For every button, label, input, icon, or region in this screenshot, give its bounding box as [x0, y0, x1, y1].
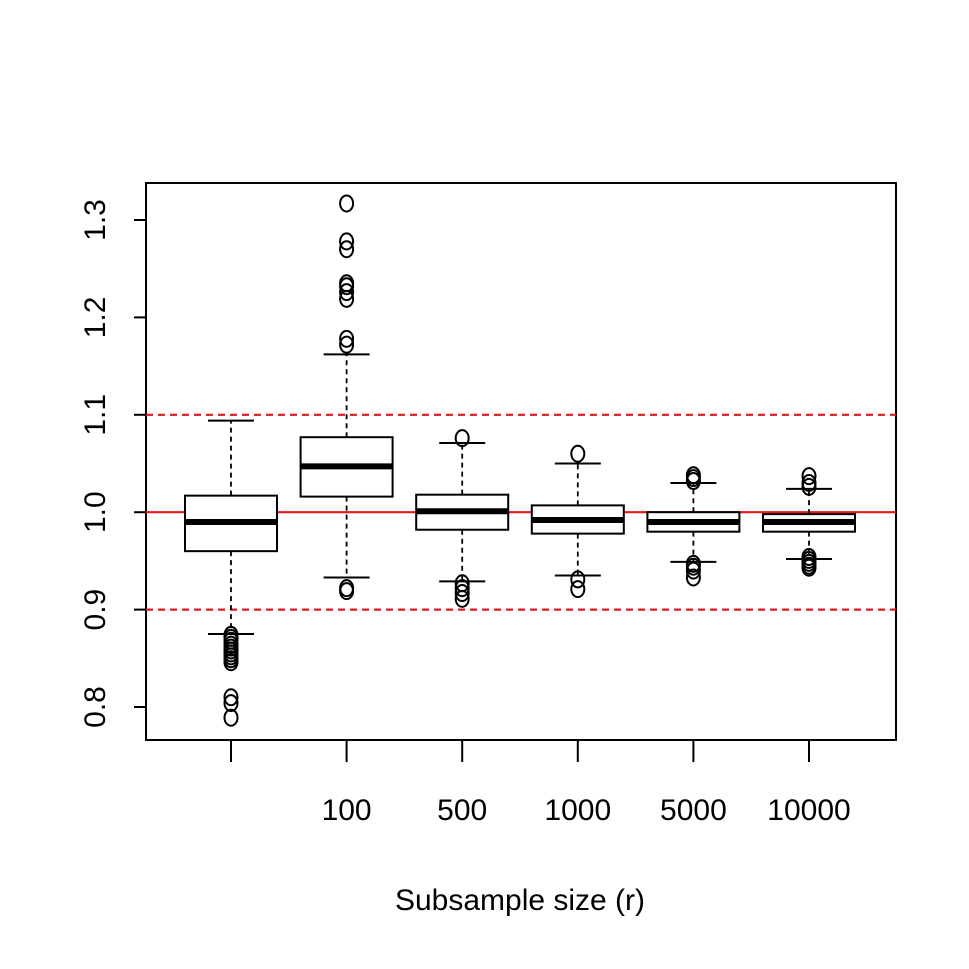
x-tick-label: 5000	[660, 794, 727, 827]
outlier-point	[339, 283, 355, 302]
y-tick-label: 0.8	[79, 686, 112, 728]
outlier-point	[223, 653, 239, 672]
outlier-point	[801, 558, 817, 577]
y-tick-label: 1.3	[79, 199, 112, 241]
outlier-point	[685, 561, 701, 580]
outlier-point	[454, 429, 470, 448]
y-axis: 0.8 0.9 1.0 1.1 1.2 1.3	[79, 199, 146, 728]
x-axis-title: Subsample size (r)	[395, 884, 645, 917]
y-tick-label: 1.1	[79, 394, 112, 436]
outlier-point	[339, 329, 355, 348]
y-tick-label: 0.9	[79, 589, 112, 631]
outlier-point	[454, 584, 470, 603]
outlier-point	[801, 473, 817, 492]
outlier-point	[223, 694, 239, 713]
y-tick-label: 1.0	[79, 491, 112, 533]
y-tick-label: 1.2	[79, 297, 112, 339]
outlier-point	[454, 579, 470, 598]
box-group	[184, 194, 856, 727]
box-4	[530, 444, 625, 599]
x-tick-label: 1000	[544, 794, 611, 827]
x-axis: 100 500 1000 5000 10000	[230, 740, 851, 827]
x-tick-label: 100	[322, 794, 372, 827]
x-tick-label: 10000	[767, 794, 850, 827]
outlier-point	[339, 194, 355, 213]
outlier-point	[339, 582, 355, 601]
outlier-point	[339, 232, 355, 251]
outlier-point	[570, 444, 586, 463]
outlier-point	[223, 688, 239, 707]
box-3	[415, 429, 510, 608]
outlier-point	[339, 274, 355, 293]
box-2	[299, 194, 394, 601]
plot-area	[145, 182, 897, 741]
outlier-point	[801, 467, 817, 486]
outlier-point	[339, 335, 355, 354]
box-1	[184, 419, 278, 727]
outlier-point	[570, 570, 586, 589]
outlier-point	[685, 466, 701, 485]
outlier-point	[223, 708, 239, 727]
outlier-point	[570, 580, 586, 599]
x-tick-label: 500	[437, 794, 487, 827]
box-5	[646, 466, 741, 587]
outlier-point	[454, 589, 470, 608]
outlier-point	[685, 568, 701, 587]
box-6	[762, 467, 856, 577]
outlier-point	[339, 240, 355, 259]
